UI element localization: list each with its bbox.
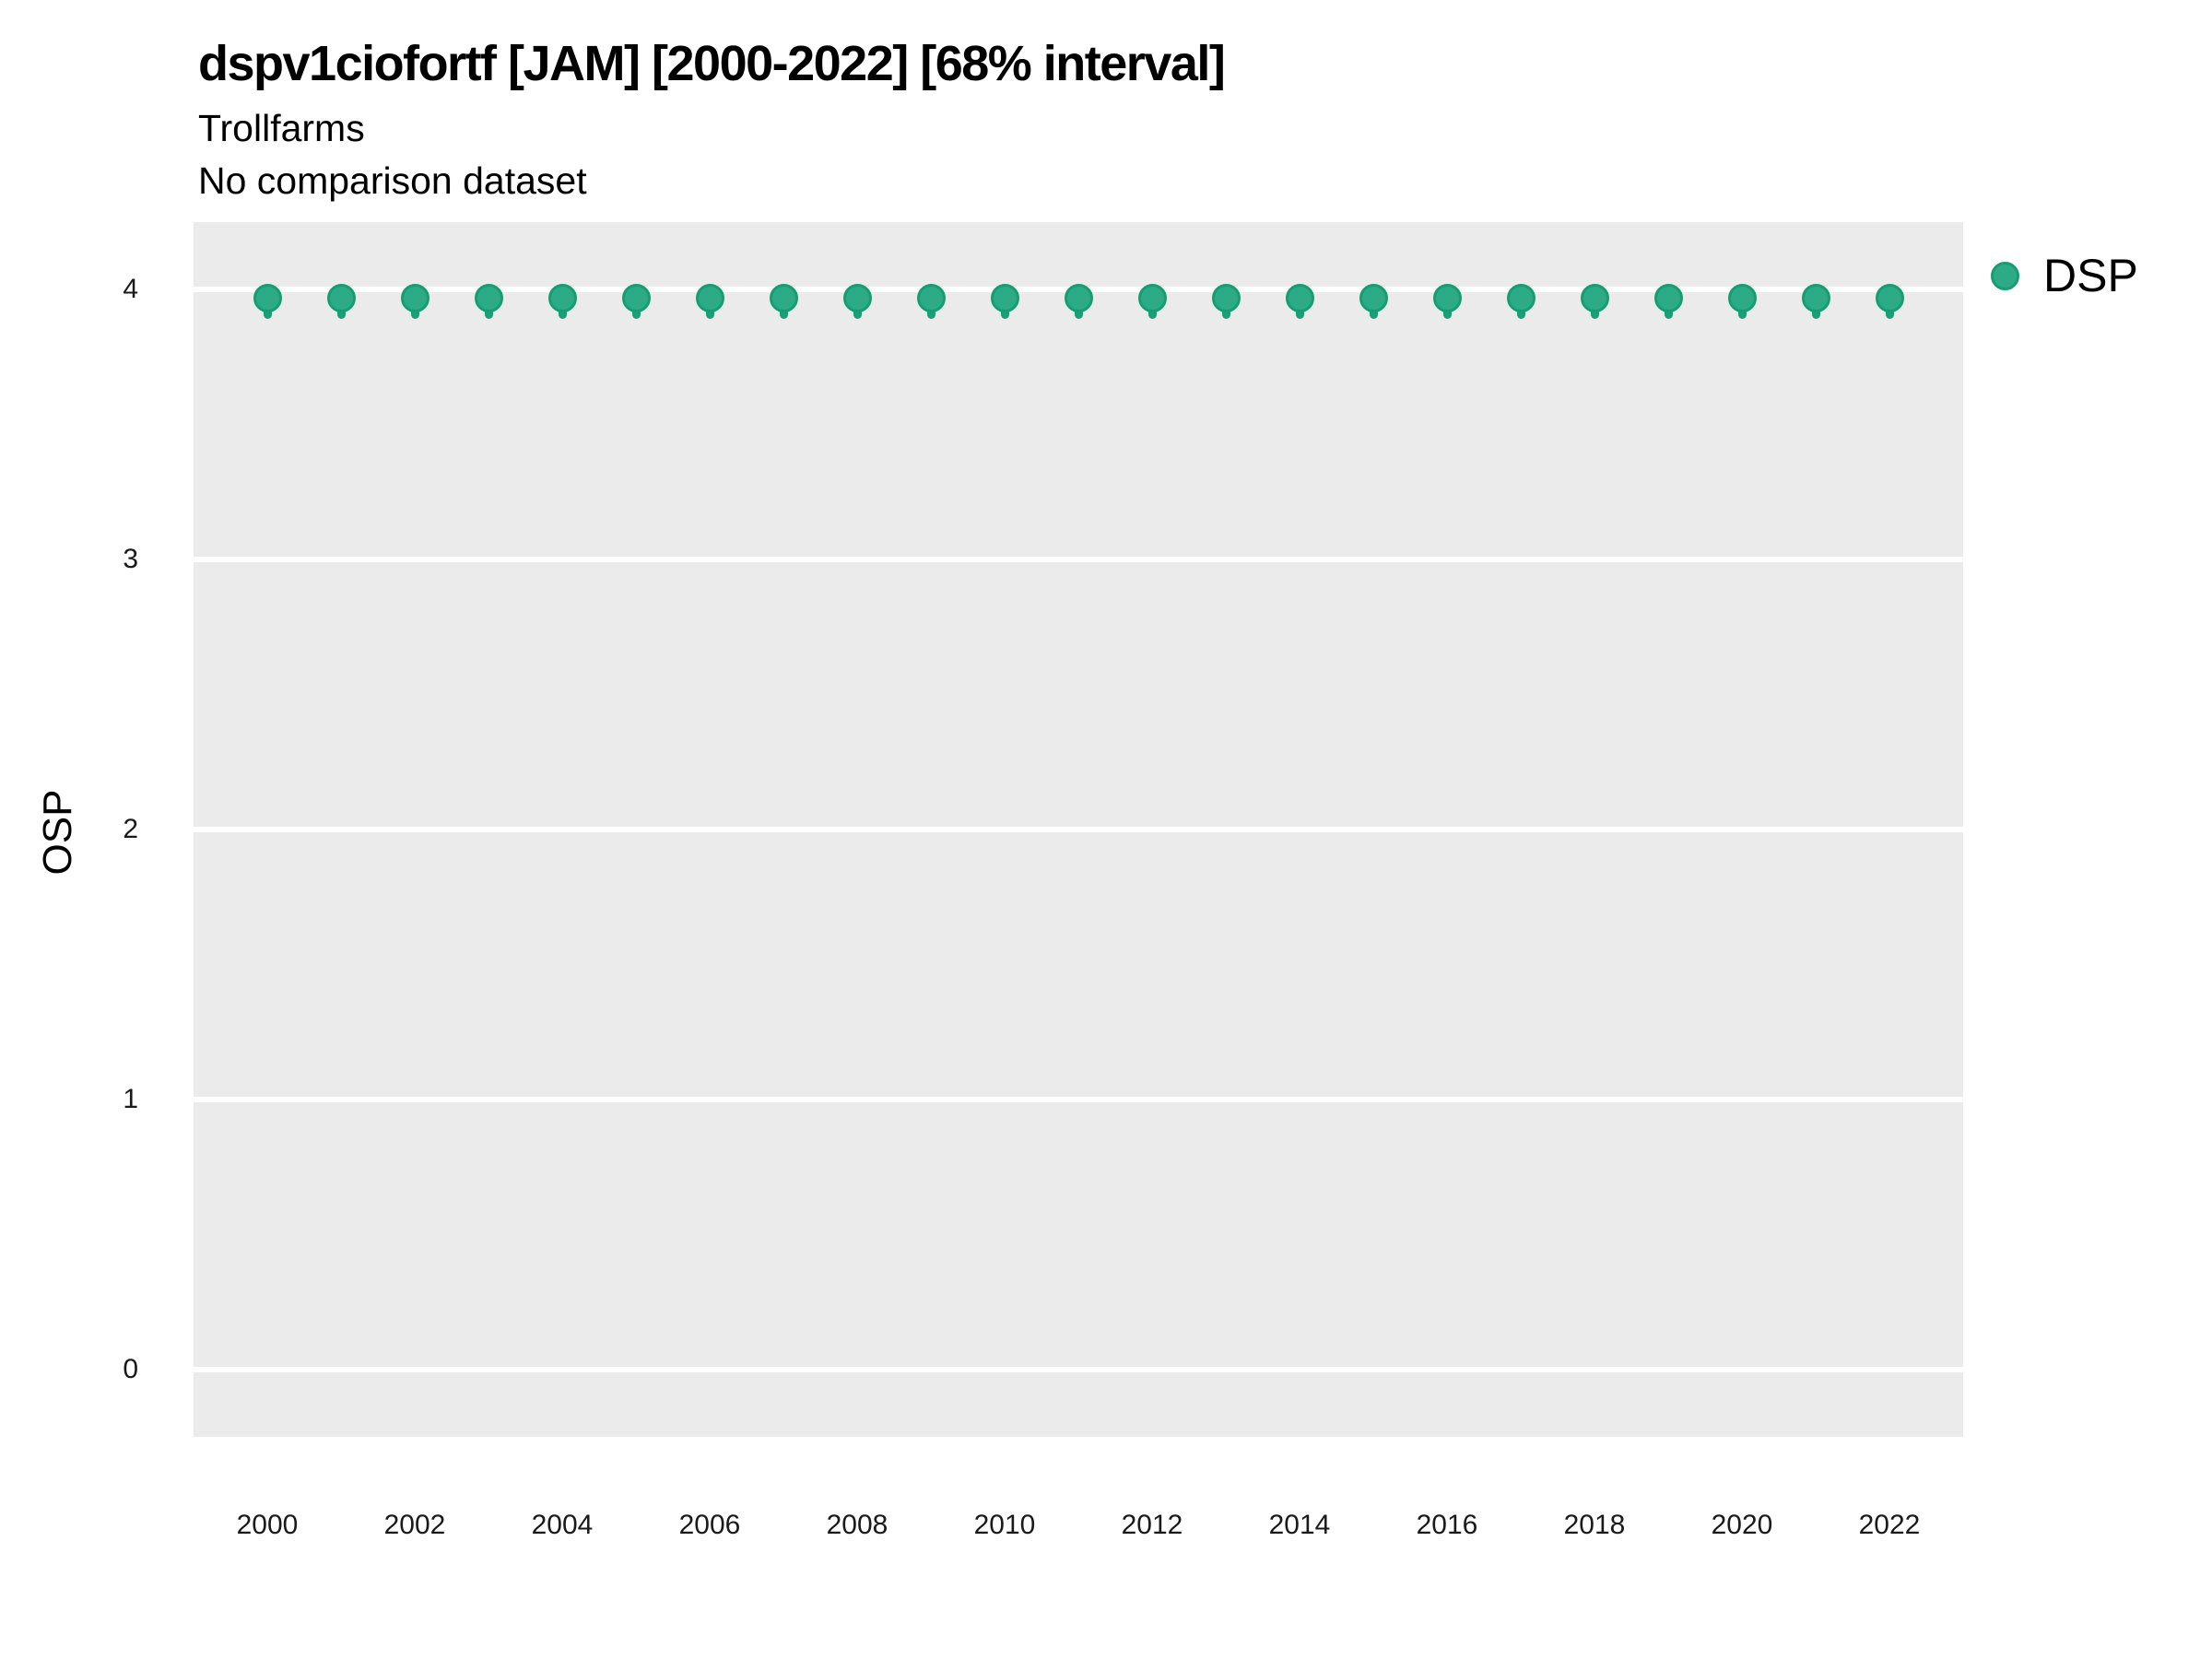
x-tick-label: 2002: [383, 1510, 446, 1540]
chart-subtitle: Trollfarms: [198, 107, 365, 149]
x-tick-label: 2016: [1416, 1510, 1478, 1540]
x-tick-label: 2022: [1858, 1510, 1921, 1540]
data-point: [1801, 283, 1830, 312]
data-point: [1137, 283, 1167, 312]
x-tick-label: 2008: [826, 1510, 888, 1540]
legend: DSP: [1991, 249, 2138, 302]
data-point: [1727, 283, 1757, 312]
legend-swatch-dsp-icon: [1991, 261, 2019, 290]
data-point: [400, 283, 429, 312]
data-point: [621, 283, 651, 312]
gridline-y-3: [194, 557, 1963, 563]
chart-title: dspv1ciofortf [JAM] [2000-2022] [68% int…: [198, 36, 1226, 91]
data-point: [842, 283, 872, 312]
x-tick-label: 2012: [1121, 1510, 1183, 1540]
data-point: [990, 283, 1019, 312]
y-tick-label: 0: [123, 1353, 138, 1384]
x-tick-label: 2004: [531, 1510, 594, 1540]
data-point: [1359, 283, 1388, 312]
data-point: [1506, 283, 1535, 312]
legend-label-dsp: DSP: [2043, 250, 2138, 301]
data-point: [1432, 283, 1462, 312]
data-point: [769, 283, 798, 312]
x-tick-label: 2014: [1268, 1510, 1331, 1540]
comparison-note: No comparison dataset: [198, 159, 587, 202]
data-point: [695, 283, 724, 312]
y-tick-label: 3: [123, 544, 138, 575]
data-point: [326, 283, 356, 312]
x-tick-label: 2006: [678, 1510, 741, 1540]
data-point: [1285, 283, 1314, 312]
gridline-y-0: [194, 1366, 1963, 1372]
data-point: [1580, 283, 1609, 312]
data-point: [253, 283, 282, 312]
data-point: [474, 283, 503, 312]
x-tick-label: 2010: [973, 1510, 1036, 1540]
data-point: [1211, 283, 1241, 312]
x-tick-label: 2018: [1563, 1510, 1626, 1540]
y-tick-label: 1: [123, 1083, 138, 1114]
x-tick-label: 2000: [236, 1510, 299, 1540]
gridline-y-1: [194, 1096, 1963, 1102]
data-point: [547, 283, 577, 312]
data-point: [1875, 283, 1904, 312]
y-tick-label: 2: [123, 814, 138, 844]
data-point: [916, 283, 946, 312]
data-point: [1653, 283, 1683, 312]
data-point: [1064, 283, 1093, 312]
y-tick-label: 4: [123, 274, 138, 305]
y-axis-title: OSP: [35, 789, 80, 876]
x-tick-label: 2020: [1711, 1510, 1773, 1540]
gridline-y-2: [194, 827, 1963, 832]
